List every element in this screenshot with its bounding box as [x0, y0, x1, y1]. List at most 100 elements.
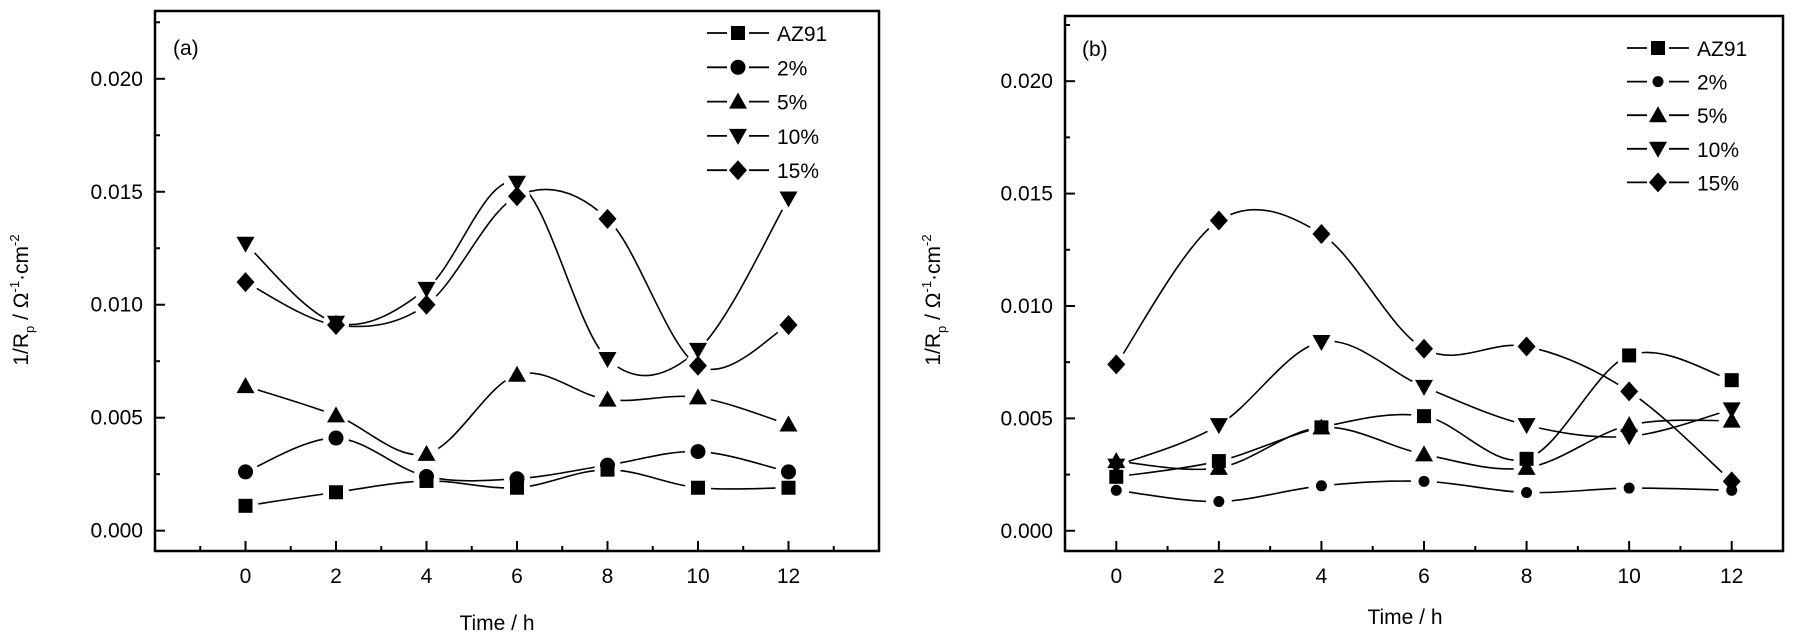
- data-point-15pct: [1312, 224, 1331, 245]
- data-point-2pct: [600, 457, 615, 473]
- y-axis-title-sub: p: [934, 326, 949, 333]
- x-tick-label: 6: [511, 565, 523, 588]
- legend: AZ91 2% 5% 10% 15%: [1627, 38, 1747, 195]
- data-point-15pct: [417, 294, 436, 315]
- data-point-5pct: [1517, 458, 1536, 475]
- data-point-15pct: [1107, 354, 1126, 375]
- data-point-2pct: [1110, 484, 1122, 496]
- legend-item: AZ91: [1627, 38, 1747, 61]
- y-tick-label: 0.015: [1000, 183, 1053, 206]
- y-tick-label: 0.005: [90, 407, 143, 430]
- legend-marker-icon: [729, 128, 747, 145]
- legend-item: 5%: [1627, 105, 1727, 128]
- legend-marker-icon: [730, 59, 746, 75]
- data-point-5pct: [779, 415, 798, 432]
- data-point-10pct: [1517, 418, 1536, 435]
- legend-label: 15%: [1697, 172, 1739, 195]
- legend-item: 15%: [1627, 172, 1739, 195]
- data-point-15pct: [327, 315, 345, 336]
- data-point-az91: [691, 480, 705, 495]
- legend-label: 2%: [777, 57, 807, 80]
- series-lines: [1103, 207, 1745, 515]
- data-point-2pct: [1418, 475, 1430, 487]
- data-point-az91: [238, 498, 253, 513]
- y-tick-label: 0.000: [1000, 520, 1053, 543]
- x-tick-label: 0: [1110, 565, 1122, 588]
- data-point-2pct: [1315, 480, 1327, 492]
- y-axis-title-unit-mid: ·cm: [10, 246, 33, 281]
- y-axis-title-unit: / Ω: [10, 293, 33, 326]
- y-axis-title-sub: p: [22, 326, 37, 333]
- axis-ticks: 0 2 4 6 8 10 12 0.000 0.005 0.010 0.015 0.020: [90, 21, 835, 588]
- data-point-10pct: [1722, 402, 1741, 419]
- data-point-15pct: [1722, 471, 1741, 492]
- legend-item: 10%: [707, 126, 819, 149]
- legend-marker-icon: [1649, 172, 1667, 193]
- data-point-15pct: [1415, 338, 1433, 359]
- data-point-10pct: [779, 191, 798, 208]
- data-point-2pct: [781, 464, 796, 480]
- data-point-5pct: [508, 365, 526, 382]
- data-point-5pct: [598, 390, 617, 407]
- y-axis-title-sup1: -1: [919, 281, 934, 293]
- data-point-15pct: [236, 272, 255, 293]
- legend-marker-icon: [1649, 106, 1667, 123]
- data-point-5pct: [327, 406, 345, 423]
- x-tick-label: 10: [1617, 565, 1640, 588]
- legend-label: 10%: [777, 126, 819, 149]
- y-axis-title-sup2: -2: [919, 234, 934, 246]
- data-point-10pct: [1107, 458, 1126, 475]
- y-axis-title-unit-mid: ·cm: [922, 246, 945, 281]
- y-tick-label: 0.000: [90, 520, 143, 543]
- data-point-az91: [329, 485, 343, 500]
- series-lines: [232, 169, 802, 519]
- data-point-2pct: [419, 468, 434, 484]
- legend-marker-icon: [729, 160, 747, 181]
- series-markers: [236, 175, 798, 513]
- legend-marker-icon: [1649, 141, 1667, 158]
- y-tick-label: 0.020: [1000, 70, 1053, 93]
- data-point-10pct: [1620, 429, 1639, 446]
- data-point-az91: [1724, 373, 1739, 388]
- data-point-15pct: [1517, 336, 1536, 357]
- x-axis-title: Time / h: [459, 612, 534, 635]
- y-axis-title-main: 1/R: [922, 333, 945, 366]
- data-point-5pct: [1209, 458, 1228, 475]
- legend-label: AZ91: [777, 23, 827, 46]
- data-point-10pct: [236, 236, 255, 253]
- legend-label: 2%: [1697, 72, 1727, 95]
- legend-marker-icon: [1651, 41, 1665, 55]
- data-point-az91: [1417, 409, 1431, 424]
- y-tick-label: 0.010: [90, 294, 143, 317]
- y-axis-title: 1/Rp / Ω-1·cm-2: [7, 234, 37, 365]
- legend-item: 15%: [707, 160, 819, 183]
- data-point-5pct: [1722, 411, 1741, 428]
- data-point-2pct: [690, 444, 706, 460]
- legend-item: 2%: [1627, 72, 1727, 95]
- x-tick-label: 2: [1213, 565, 1225, 588]
- x-tick-label: 4: [1316, 565, 1328, 588]
- data-point-2pct: [328, 430, 344, 446]
- x-tick-label: 8: [1521, 565, 1533, 588]
- x-tick-label: 12: [777, 565, 800, 588]
- chart-panel-b: 0 2 4 6 8 10 12 0.000 0.005 0.010 0.015 0.020 (b) T…: [919, 14, 1785, 629]
- data-point-5pct: [1415, 445, 1433, 462]
- data-point-az91: [1622, 348, 1637, 363]
- panel-label: (b): [1082, 38, 1108, 61]
- legend-marker-icon: [1652, 76, 1664, 88]
- chart-panel-a: 0 2 4 6 8 10 12 0.000 0.005 0.010 0.015 0.020 (a) T…: [7, 9, 881, 635]
- data-point-2pct: [1213, 496, 1225, 508]
- data-point-2pct: [509, 471, 525, 487]
- data-point-5pct: [236, 377, 255, 394]
- data-point-5pct: [1312, 418, 1331, 435]
- legend-marker-icon: [729, 92, 747, 109]
- data-point-10pct: [598, 351, 617, 368]
- data-point-5pct: [689, 388, 707, 405]
- legend-label: 15%: [777, 160, 819, 183]
- axis-ticks: 0 2 4 6 8 10 12 0.000 0.005 0.010 0.015 0.020: [1000, 23, 1743, 588]
- y-tick-label: 0.015: [90, 181, 143, 204]
- data-point-2pct: [1623, 482, 1635, 494]
- data-point-az91: [781, 480, 796, 495]
- data-point-5pct: [1620, 416, 1639, 433]
